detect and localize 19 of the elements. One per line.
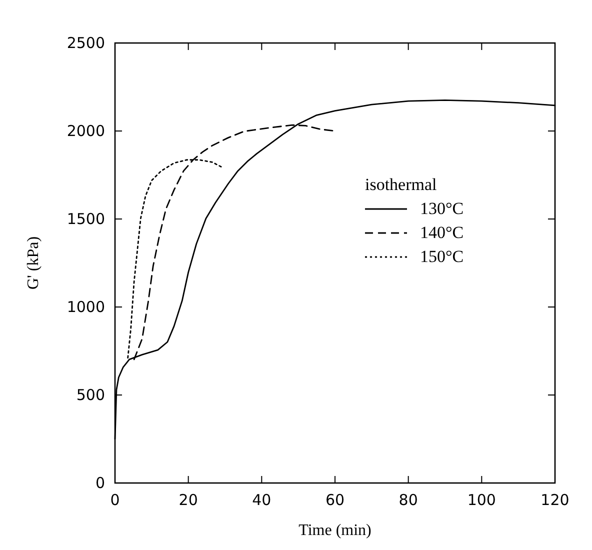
legend-label: 140°C xyxy=(420,223,464,242)
y-tick-label: 1500 xyxy=(66,210,105,228)
y-axis-title: G' (kPa) xyxy=(25,236,42,290)
y-tick-label: 500 xyxy=(76,386,105,404)
x-tick-label: 80 xyxy=(398,491,418,509)
legend-label: 130°C xyxy=(420,199,464,218)
x-tick-label: 60 xyxy=(325,491,345,509)
x-tick-label: 100 xyxy=(467,491,496,509)
legend-label: 150°C xyxy=(420,247,464,266)
y-tick-label: 1000 xyxy=(66,298,105,316)
x-tick-label: 0 xyxy=(110,491,120,509)
y-tick-label: 2500 xyxy=(66,34,105,52)
y-tick-label: 0 xyxy=(95,474,105,492)
x-tick-label: 20 xyxy=(178,491,198,509)
legend-title: isothermal xyxy=(365,175,438,194)
x-tick-label: 40 xyxy=(252,491,272,509)
x-axis-title: Time (min) xyxy=(298,522,372,539)
y-tick-label: 2000 xyxy=(66,122,105,140)
x-tick-label: 120 xyxy=(540,491,570,509)
